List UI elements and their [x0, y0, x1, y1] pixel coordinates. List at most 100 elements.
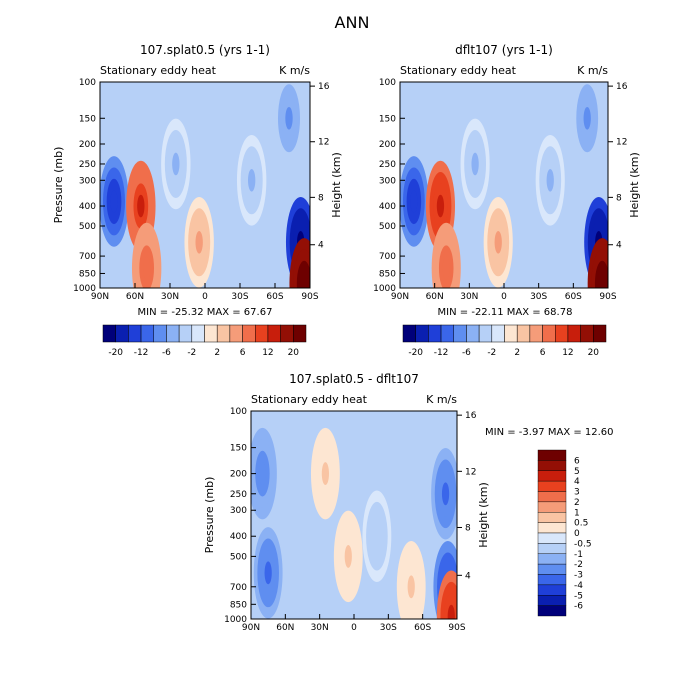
colorbar-label: 5 — [574, 467, 580, 477]
colorbar-label: -20 — [108, 348, 123, 358]
height-tick-label: 12 — [616, 138, 627, 148]
colorbar-label: 12 — [262, 348, 273, 358]
x-tick-label: 60N — [426, 292, 444, 302]
colorbar-label: -2 — [574, 560, 583, 570]
x-tick-label: 60N — [126, 292, 144, 302]
colorbar-swatch — [537, 491, 567, 503]
x-tick-label: 60S — [414, 623, 431, 633]
pressure-tick-label: 100 — [230, 407, 247, 417]
field-mark — [441, 482, 450, 506]
colorbar-label: 4 — [574, 477, 580, 487]
colorbar-swatch — [537, 522, 567, 534]
colorbar-label: 20 — [288, 348, 300, 358]
x-tick-label: 90S — [301, 292, 318, 302]
pressure-tick-label: 300 — [79, 176, 96, 186]
colorbar-swatch — [466, 324, 480, 343]
panel-subtitle-right: K m/s — [577, 64, 608, 77]
colorbar-label: 2 — [574, 498, 580, 508]
colorbar-swatch — [537, 574, 567, 586]
y-axis-label: Pressure (mb) — [203, 477, 216, 554]
panel-subtitle-left: Stationary eddy heat — [100, 64, 217, 77]
colorbar-swatch — [529, 324, 543, 343]
colorbar-swatch — [555, 324, 569, 343]
colorbar-swatch — [567, 324, 581, 343]
colorbar-label: -12 — [134, 348, 149, 358]
field-mark — [407, 575, 415, 599]
pressure-tick-label: 850 — [379, 269, 396, 279]
colorbar-label: -2 — [487, 348, 496, 358]
colorbar-swatch — [537, 480, 567, 492]
colorbar-swatch — [504, 324, 518, 343]
field-mark — [598, 272, 606, 288]
colorbar-label: 0.5 — [574, 519, 588, 529]
colorbar-swatch — [537, 605, 567, 617]
colorbar-label: 6 — [540, 348, 546, 358]
colorbar-swatch — [178, 324, 193, 343]
colorbar-swatch — [478, 324, 493, 343]
colorbar-label: -3 — [574, 571, 583, 581]
height-tick-label: 4 — [318, 241, 324, 251]
panel-subtitle-left: Stationary eddy heat — [251, 393, 368, 406]
colorbar-swatch — [537, 532, 567, 544]
x-tick-label: 30S — [530, 292, 547, 302]
height-axis-label: Height (km) — [477, 482, 490, 548]
x-tick-label: 0 — [202, 292, 208, 302]
field-mark — [442, 256, 450, 280]
x-tick-label: 90S — [448, 623, 465, 633]
pressure-tick-label: 250 — [230, 490, 247, 500]
colorbar-swatch — [242, 324, 256, 343]
pressure-tick-label: 850 — [79, 269, 96, 279]
colorbar-swatch — [402, 324, 416, 343]
field-mark — [142, 256, 151, 280]
colorbar-swatch — [293, 324, 307, 343]
colorbar-swatch — [166, 324, 180, 343]
colorbar-swatch — [267, 324, 281, 343]
field-mark — [110, 190, 118, 213]
figure-title: ANN — [335, 13, 370, 32]
x-tick-label: 30N — [311, 623, 329, 633]
field-mark — [471, 152, 479, 176]
height-tick-label: 4 — [465, 571, 471, 581]
x-tick-label: 90S — [599, 292, 616, 302]
pressure-tick-label: 1000 — [224, 615, 247, 625]
pressure-tick-label: 1000 — [373, 284, 396, 294]
colorbar-swatch — [580, 324, 594, 343]
colorbar-label: -12 — [434, 348, 449, 358]
colorbar-label: 6 — [240, 348, 246, 358]
colorbar-label: -4 — [574, 581, 583, 591]
colorbar-swatch — [537, 553, 567, 565]
height-tick-label: 16 — [465, 411, 477, 421]
panel-subtitle-right: K m/s — [279, 64, 310, 77]
height-tick-label: 4 — [616, 241, 622, 251]
colorbar-label: -5 — [574, 591, 583, 601]
field-mark — [321, 462, 329, 486]
colorbar-label: -2 — [187, 348, 196, 358]
height-axis-label: Height (km) — [330, 152, 343, 218]
pressure-tick-label: 500 — [379, 222, 396, 232]
field-mark — [436, 194, 445, 218]
panel-subtitle-right: K m/s — [426, 393, 457, 406]
colorbar-swatch — [280, 324, 294, 343]
pressure-tick-label: 500 — [230, 552, 247, 562]
x-tick-label: 30S — [231, 292, 248, 302]
colorbar-swatch — [537, 501, 567, 513]
x-tick-label: 0 — [351, 623, 357, 633]
panel-title: dflt107 (yrs 1-1) — [455, 43, 553, 57]
x-tick-label: 30N — [161, 292, 179, 302]
pressure-tick-label: 200 — [79, 140, 96, 150]
field-mark — [373, 524, 381, 548]
x-tick-label: 30N — [460, 292, 478, 302]
field-mark — [447, 604, 455, 619]
panel-2: 90N 60N 30N 0 30S 60S 90S 100 150 200 250 300 400 500… — [373, 43, 641, 358]
colorbar-swatch — [115, 324, 129, 343]
colorbar-label: -6 — [462, 348, 471, 358]
colorbar-label: 12 — [562, 348, 573, 358]
pressure-tick-label: 250 — [79, 160, 96, 170]
panel-title: 107.splat0.5 - dflt107 — [289, 372, 419, 386]
colorbar-swatch — [453, 324, 467, 343]
colorbar-label: -20 — [408, 348, 423, 358]
colorbar-swatch — [537, 543, 567, 554]
colorbar-swatch — [204, 324, 218, 343]
colorbar-swatch — [537, 470, 567, 482]
height-tick-label: 16 — [616, 82, 628, 92]
